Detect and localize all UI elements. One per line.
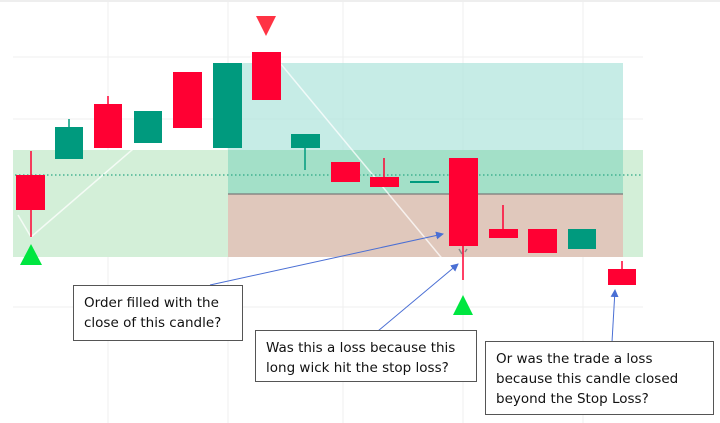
candle-14	[528, 229, 557, 253]
top-border	[0, 0, 720, 2]
annotation-arrows	[209, 231, 619, 343]
candle-10	[370, 177, 399, 187]
candle-4	[134, 111, 162, 143]
candle-16	[608, 269, 636, 285]
candle-6	[213, 63, 242, 148]
candles	[16, 52, 636, 285]
zigzag-lines	[17, 56, 446, 263]
candle-11	[410, 181, 439, 183]
candle-5	[173, 72, 202, 128]
candle-13	[489, 229, 518, 238]
candle-3	[94, 104, 122, 148]
candle-1	[16, 175, 45, 210]
candle-7	[252, 52, 281, 100]
candle-2	[55, 127, 83, 159]
callout-wick-stop-loss: Was this a loss because this long wick h…	[255, 330, 477, 382]
sell-marker-icon	[256, 16, 276, 36]
candle-8	[291, 134, 320, 148]
callout-closed-beyond-stop: Or was the trade a loss because this can…	[485, 341, 714, 415]
callout-order-filled: Order filled with the close of this cand…	[73, 285, 243, 341]
overlap-zone	[228, 150, 623, 194]
candle-15	[568, 229, 596, 249]
stop-loss-zone	[228, 194, 623, 257]
buy-marker-icon	[20, 244, 42, 265]
candle-12	[449, 158, 478, 246]
buy-marker-icon	[453, 295, 473, 315]
candle-9	[331, 162, 360, 182]
